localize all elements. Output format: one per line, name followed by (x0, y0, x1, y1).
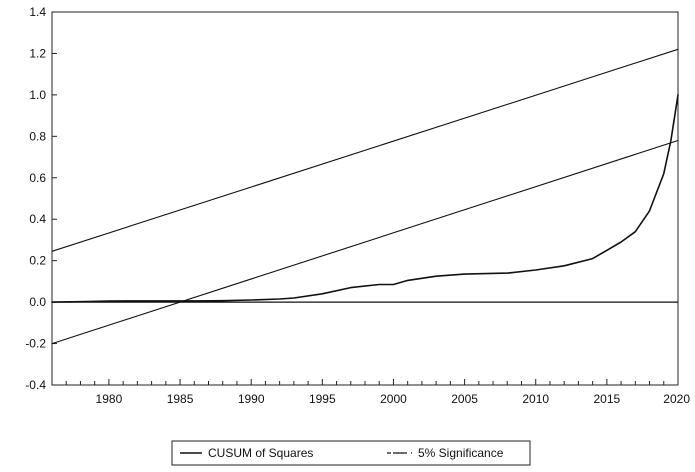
y-axis: -0.4 -0.2 0.0 0.2 0.4 0.6 0.8 1.0 1.2 1.4 (25, 5, 57, 392)
y-tick-label: 0.0 (29, 295, 46, 309)
x-tick-label: 1995 (309, 392, 336, 406)
cusum-of-squares-line (51, 94, 679, 303)
plot-area-frame (51, 11, 679, 386)
y-tick-label: 0.4 (29, 212, 46, 226)
y-tick-label: 0.6 (29, 171, 46, 185)
legend-box (171, 440, 531, 466)
y-tick-label: 1.4 (29, 5, 46, 19)
legend-label-cusum: CUSUM of Squares (208, 446, 313, 460)
x-tick-label: 2000 (380, 392, 407, 406)
y-tick-label: -0.2 (25, 337, 46, 351)
y-tick-label: 1.2 (29, 46, 46, 60)
y-tick-label: 1.0 (29, 88, 46, 102)
x-axis: 1980 1985 1990 1995 2000 2005 2010 2015 2020 (51, 379, 690, 406)
x-tick-label: 1980 (96, 392, 123, 406)
x-tick-label: 2020 (663, 392, 690, 406)
lower-significance-line (51, 139, 679, 345)
y-tick-label: 0.2 (29, 254, 46, 268)
upper-significance-line (51, 48, 679, 252)
x-tick-label: 1985 (167, 392, 194, 406)
legend-label-significance: 5% Significance (418, 446, 504, 460)
legend: CUSUM of Squares 5% Significance (171, 440, 531, 466)
y-tick-label: -0.4 (25, 378, 46, 392)
x-tick-label: 2005 (451, 392, 478, 406)
x-tick-label: 2015 (594, 392, 621, 406)
x-tick-label: 2010 (522, 392, 549, 406)
series-group (51, 48, 679, 345)
y-tick-label: 0.8 (29, 129, 46, 143)
x-tick-label: 1990 (238, 392, 265, 406)
